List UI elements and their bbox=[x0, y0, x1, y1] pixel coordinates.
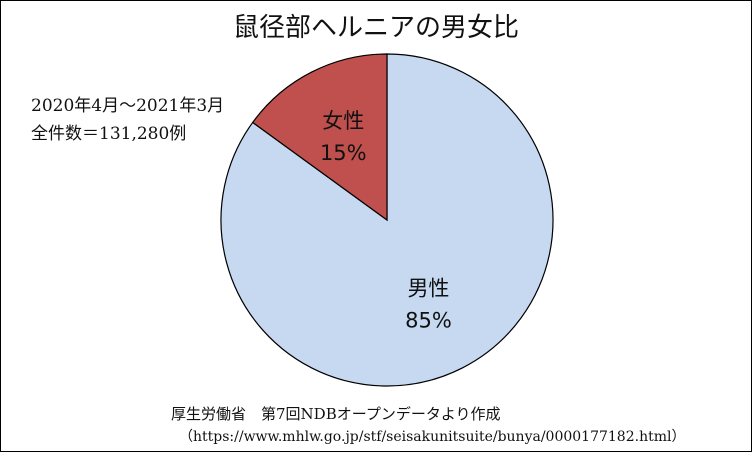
period-annotation: 2020年4月～2021年3月 bbox=[31, 96, 225, 116]
count-annotation: 全件数＝131,280例 bbox=[31, 124, 187, 144]
slice-value-female: 15% bbox=[320, 141, 367, 165]
pie-slice-female bbox=[251, 53, 388, 222]
slice-label-female: 女性 bbox=[322, 109, 364, 133]
chart-title: 鼠径部ヘルニアの男女比 bbox=[232, 13, 519, 43]
slice-value-male: 85% bbox=[405, 308, 452, 332]
slice-label-male: 男性 bbox=[407, 276, 449, 300]
source-note: 厚生労働省 第7回NDBオープンデータより作成 bbox=[171, 405, 501, 423]
source-url: （https://www.mhlw.go.jp/stf/seisakunitsu… bbox=[179, 429, 686, 445]
